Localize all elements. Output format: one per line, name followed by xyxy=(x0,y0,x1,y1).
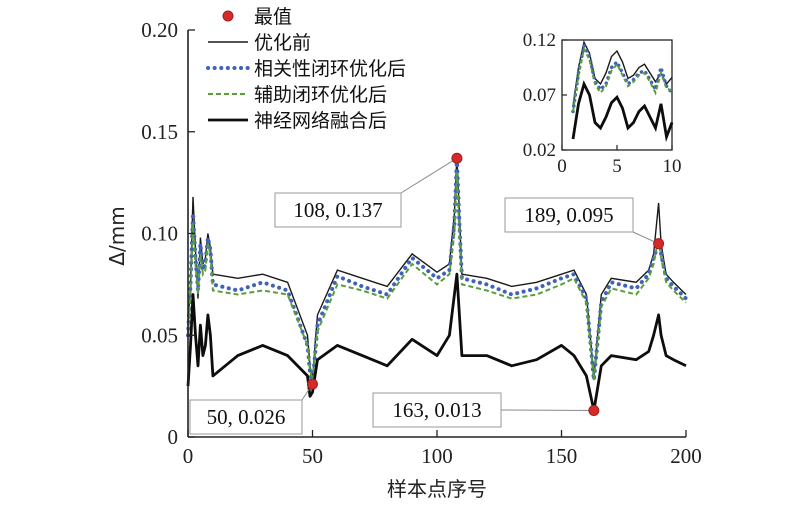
extreme-marker xyxy=(653,238,665,250)
legend-entry-label: 相关性闭环优化后 xyxy=(254,58,406,80)
y-axis-title: Δ/mm xyxy=(105,206,129,265)
inset-y-tick-label: 0.02 xyxy=(523,140,556,161)
legend-swatch-marker xyxy=(222,10,234,22)
y-tick-label: 0.20 xyxy=(141,18,178,42)
x-tick-label: 0 xyxy=(183,444,194,468)
inset-x-tick-label: 10 xyxy=(663,156,682,177)
inset-x-tick-label: 0 xyxy=(557,156,567,177)
x-tick-label: 100 xyxy=(421,444,453,468)
inset-series-line xyxy=(572,45,673,112)
y-tick-label: 0 xyxy=(168,425,179,449)
main-series-layer xyxy=(186,156,688,412)
series-line-green-dashed xyxy=(187,172,687,381)
annotation-box xyxy=(274,192,402,228)
y-tick-label: 0.10 xyxy=(141,222,178,246)
annotation-leader-line xyxy=(400,157,458,194)
legend-entry-label: 神经网络融合后 xyxy=(254,110,387,132)
inset-y-tick-label: 0.12 xyxy=(523,30,556,51)
inset-series-line xyxy=(571,40,674,114)
annotation-box xyxy=(372,392,502,428)
annotation-label: 163, 0.013 xyxy=(392,398,481,422)
annotation-box xyxy=(504,197,634,233)
inset-series-line xyxy=(572,40,673,107)
x-tick-label: 50 xyxy=(302,444,323,468)
annotation-label: 50, 0.026 xyxy=(207,405,286,429)
inset-series-line xyxy=(571,80,674,143)
series-line-blue-dotted xyxy=(186,158,688,385)
extreme-annotations: 108, 0.137 189, 0.095 50, 0.026 163, 0.013 xyxy=(189,152,665,435)
annotation-label: 189, 0.095 xyxy=(524,203,613,227)
inset-x-tick-label: 5 xyxy=(612,156,622,177)
y-tick-label: 0.05 xyxy=(141,323,178,347)
extreme-marker xyxy=(588,405,600,417)
legend-entry-label: 最值 xyxy=(254,6,292,28)
legend-entry-label: 优化前 xyxy=(254,32,311,54)
series-line-thick-solid xyxy=(186,272,687,412)
x-tick-label: 150 xyxy=(546,444,578,468)
x-axis-title: 样本点序号 xyxy=(387,477,487,501)
extreme-marker xyxy=(451,152,463,164)
annotation-box xyxy=(189,399,303,435)
inset-y-tick-label: 0.07 xyxy=(523,85,556,106)
annotation-leader-line xyxy=(500,409,594,412)
inset-chart: 0 5 10 0.02 0.07 0.12 xyxy=(523,30,682,177)
extreme-marker xyxy=(307,378,318,390)
annotation-label: 108, 0.137 xyxy=(293,198,382,222)
x-tick-label: 200 xyxy=(670,444,702,468)
legend-entry-label: 辅助闭环优化后 xyxy=(254,84,387,106)
y-tick-label: 0.15 xyxy=(141,120,178,144)
